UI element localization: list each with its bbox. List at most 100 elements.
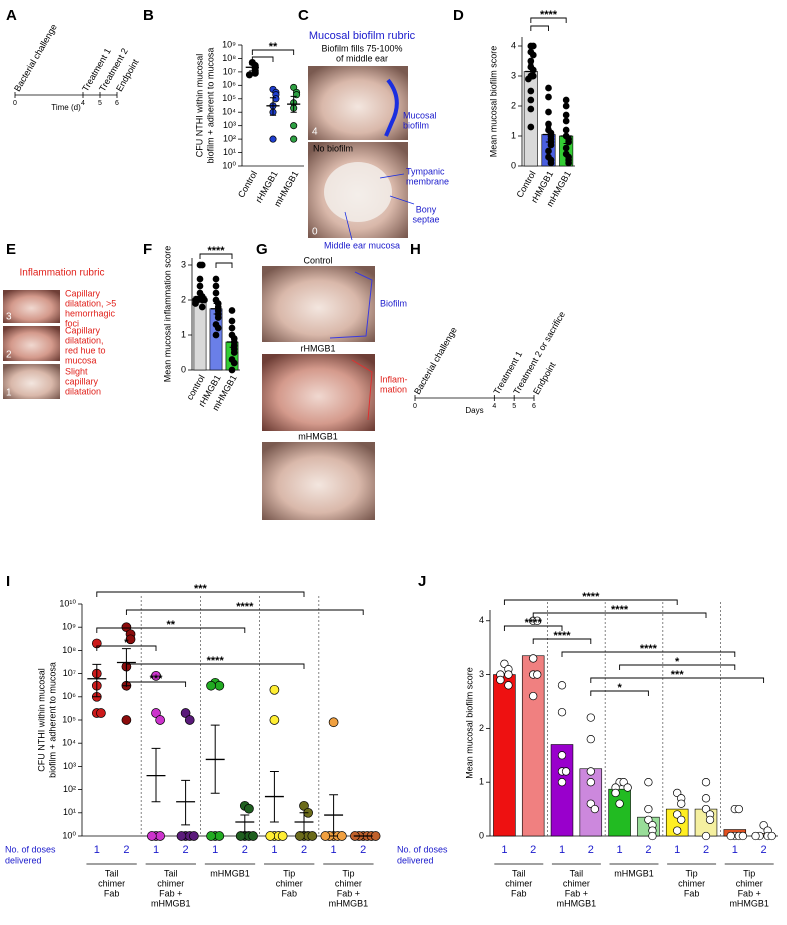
- set-label: Fab: [684, 888, 700, 898]
- data-point: [677, 799, 686, 808]
- data-point: [192, 300, 199, 307]
- dose-label: 1: [559, 844, 565, 856]
- y-tick-label: 0: [479, 830, 484, 840]
- set-label: mHMGB1: [729, 898, 769, 908]
- inflammation-outline: [351, 359, 373, 421]
- y-axis-label: Mean mucosal inflammation score: [162, 246, 172, 383]
- y-tick-label: 3: [511, 70, 516, 80]
- data-point: [230, 349, 238, 356]
- data-point: [293, 91, 301, 99]
- pointer: [379, 173, 405, 179]
- set-label: Fab: [281, 888, 297, 898]
- rubric-label: septae: [412, 214, 439, 224]
- y-tick-label: 10⁶: [222, 80, 236, 90]
- data-point: [547, 141, 555, 149]
- set-label: chimer: [276, 878, 303, 888]
- data-point: [245, 71, 253, 79]
- data-point: [557, 708, 567, 717]
- photo: [308, 66, 408, 140]
- dose-label: 1: [153, 844, 159, 856]
- data-point: [751, 831, 760, 841]
- data-point: [269, 135, 277, 143]
- data-point: [125, 634, 136, 645]
- data-point: [272, 95, 280, 103]
- data-point: [228, 324, 236, 332]
- rubric-text: Capillary: [65, 288, 101, 298]
- data-point: [212, 275, 220, 283]
- panel-letter: G: [256, 241, 268, 258]
- data-point: [228, 366, 236, 374]
- significance-label: **: [269, 41, 278, 53]
- rubric-text: dilatation, >5: [65, 298, 116, 308]
- y-tick-label: 10¹: [223, 147, 236, 157]
- data-point: [269, 715, 280, 725]
- photo: [262, 354, 375, 431]
- significance-bracket: [590, 677, 765, 683]
- data-point: [121, 715, 132, 725]
- y-tick-label: 0: [511, 160, 516, 170]
- y-tick-label: 2: [181, 294, 186, 304]
- significance-bracket: [199, 253, 233, 259]
- data-point: [265, 831, 276, 841]
- set-label: chimer: [98, 878, 125, 888]
- data-point: [277, 831, 288, 841]
- data-point: [557, 681, 567, 690]
- set-label: mHMGB1: [151, 898, 191, 908]
- bar: [665, 808, 689, 837]
- data-point: [529, 691, 538, 701]
- data-point: [561, 767, 571, 776]
- rubric-text: dilatation,: [65, 335, 104, 345]
- set-label: chimer: [505, 878, 532, 888]
- panel-letter: F: [143, 241, 152, 258]
- significance-label: ****: [525, 617, 543, 629]
- y-tick-label: 10³: [63, 761, 76, 771]
- biofilm-outline: [384, 78, 399, 137]
- set-label: Tail: [164, 868, 178, 878]
- y-tick-label: 10⁷: [223, 66, 236, 76]
- significance-bracket: [619, 664, 736, 670]
- y-tick-label: 10⁰: [222, 160, 236, 170]
- rubric-label: biofilm: [403, 120, 429, 130]
- y-tick-label: 4: [511, 40, 516, 50]
- data-point: [767, 831, 776, 841]
- y-tick-label: 1: [181, 329, 186, 339]
- data-point: [496, 675, 505, 685]
- y-tick-label: 10⁸: [62, 645, 76, 655]
- dose-label: 2: [703, 844, 709, 856]
- photo-label: Control: [303, 255, 332, 265]
- rubric-score: 4: [312, 127, 318, 138]
- y-tick-label: 1: [511, 130, 516, 140]
- y-tick-label: 10⁸: [222, 53, 236, 63]
- data-point: [545, 120, 552, 128]
- data-point: [206, 680, 216, 691]
- significance-bracket: [251, 49, 295, 55]
- dose-label: 2: [530, 844, 536, 856]
- significance-label: ****: [540, 9, 558, 21]
- data-point: [590, 804, 599, 814]
- significance-bracket: [251, 56, 274, 62]
- data-point: [527, 57, 535, 65]
- significance-label: ****: [553, 630, 571, 642]
- data-point: [235, 831, 246, 841]
- set-label: Fab: [104, 888, 120, 898]
- significance-bracket: [96, 591, 305, 597]
- data-point: [155, 831, 165, 841]
- data-point: [527, 105, 535, 113]
- data-point: [529, 51, 537, 59]
- y-axis-label: biofilm + adherent to mucosa: [205, 48, 215, 164]
- significance-bracket: [532, 638, 592, 644]
- set-label: mHMGB1: [557, 898, 597, 908]
- data-point: [189, 831, 199, 841]
- y-tick-label: 10⁶: [62, 691, 76, 701]
- data-point: [290, 122, 298, 130]
- y-tick-label: 10⁰: [62, 830, 76, 840]
- dose-label: 1: [271, 844, 277, 856]
- error-bar: [269, 97, 277, 116]
- bar: [521, 655, 545, 837]
- event-label: Bacterial challenge: [12, 22, 59, 93]
- y-axis-label: CFU NTHI within mucosal: [36, 668, 46, 772]
- dose-label: 2: [360, 844, 366, 856]
- significance-bracket: [590, 690, 649, 696]
- significance-label: ****: [207, 245, 225, 257]
- y-tick-label: 10⁹: [62, 622, 76, 632]
